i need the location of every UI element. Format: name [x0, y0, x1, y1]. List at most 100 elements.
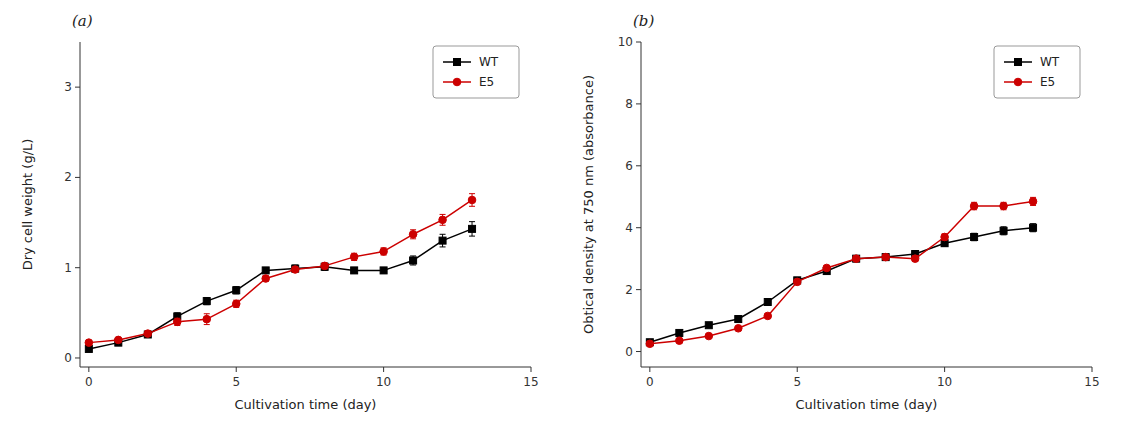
y-tick [636, 289, 641, 290]
legend-label: E5 [1040, 75, 1055, 89]
data-point [971, 234, 978, 241]
y-tick-label: 3 [64, 80, 72, 94]
error-bar-cap [469, 221, 475, 222]
error-bar-cap [440, 214, 446, 215]
error-bar-cap [204, 324, 210, 325]
data-point [232, 300, 240, 308]
figure: (a)0510150123Cultivation time (day)Dry c… [0, 0, 1122, 429]
y-tick-label: 1 [64, 261, 72, 275]
error-bar-cap [410, 264, 416, 265]
error-bar-cap [440, 246, 446, 247]
error-bar [204, 314, 210, 325]
data-point [233, 287, 240, 294]
x-tick-label: 10 [937, 375, 952, 389]
legend-marker [1014, 78, 1022, 86]
data-point [439, 216, 447, 224]
series-line [89, 200, 472, 343]
data-point [439, 237, 446, 244]
series [85, 222, 475, 353]
x-tick [383, 367, 384, 372]
x-tick [649, 367, 650, 372]
data-point [1000, 202, 1008, 210]
data-point [853, 255, 860, 262]
data-point [321, 262, 329, 270]
error-bar [1030, 197, 1036, 205]
series-line [650, 201, 1033, 343]
data-point [410, 257, 417, 264]
error-bar [1001, 202, 1007, 209]
x-tick-label: 0 [85, 375, 93, 389]
data-point [1029, 198, 1037, 206]
x-tick [944, 367, 945, 372]
y-tick [636, 351, 641, 352]
error-bar [410, 256, 416, 265]
data-point [911, 255, 919, 263]
y-tick-label: 0 [625, 345, 633, 359]
data-point [705, 322, 712, 329]
error-bar [233, 300, 239, 307]
error-bar [351, 253, 357, 260]
series-line [89, 229, 472, 349]
plot-area [646, 197, 1037, 347]
data-point [262, 267, 269, 274]
data-point [941, 233, 949, 241]
series [85, 194, 476, 347]
data-point [144, 330, 152, 338]
error-bar [469, 222, 475, 236]
error-bar-cap [469, 236, 475, 237]
panel: (b)0510150246810Cultivation time (day)Ob… [581, 12, 1100, 412]
y-tick [75, 267, 80, 268]
y-axis-label: Obtical density at 750 nm (absorbance) [581, 75, 596, 334]
data-point [764, 299, 771, 306]
error-bar [351, 268, 357, 273]
y-tick [75, 177, 80, 178]
error-bar [381, 268, 387, 273]
data-point [173, 318, 181, 326]
data-point [735, 316, 742, 323]
x-axis-label: Cultivation time (day) [796, 397, 938, 412]
legend-label: E5 [479, 75, 494, 89]
data-point [203, 298, 210, 305]
panel-title: (b) [633, 12, 654, 30]
x-tick-label: 5 [232, 375, 240, 389]
series [646, 224, 1036, 346]
legend: WTE5 [994, 46, 1080, 98]
legend-marker [454, 59, 461, 66]
legend-box [994, 46, 1080, 98]
y-tick [75, 87, 80, 88]
error-bar [1030, 224, 1036, 232]
series [646, 197, 1037, 347]
x-axis-line [641, 367, 1092, 368]
x-tick [1092, 367, 1093, 372]
y-tick [636, 227, 641, 228]
legend-label: WT [479, 55, 499, 69]
data-point [852, 255, 860, 263]
error-bar [1001, 227, 1007, 235]
data-point [469, 225, 476, 232]
y-tick-label: 2 [64, 170, 72, 184]
x-axis-line [80, 367, 531, 368]
data-point [764, 312, 772, 320]
x-tick [531, 367, 532, 372]
data-point [85, 339, 93, 347]
x-tick [797, 367, 798, 372]
y-axis-label: Dry cell weight (g/L) [20, 139, 35, 271]
legend-box [433, 46, 519, 98]
x-tick-label: 10 [376, 375, 391, 389]
error-bar [204, 297, 210, 304]
data-point [203, 315, 211, 323]
error-bar-cap [440, 225, 446, 226]
plot-area [85, 194, 476, 353]
error-bar [440, 234, 446, 247]
x-tick-label: 15 [1084, 375, 1099, 389]
error-bar [263, 268, 269, 273]
error-bar-cap [469, 193, 475, 194]
error-bar [381, 248, 387, 255]
y-tick [636, 103, 641, 104]
data-point [380, 248, 388, 256]
error-bar [410, 230, 416, 239]
y-tick-label: 2 [625, 283, 633, 297]
data-point [882, 253, 890, 261]
x-tick-label: 5 [793, 375, 801, 389]
data-point [793, 278, 801, 286]
